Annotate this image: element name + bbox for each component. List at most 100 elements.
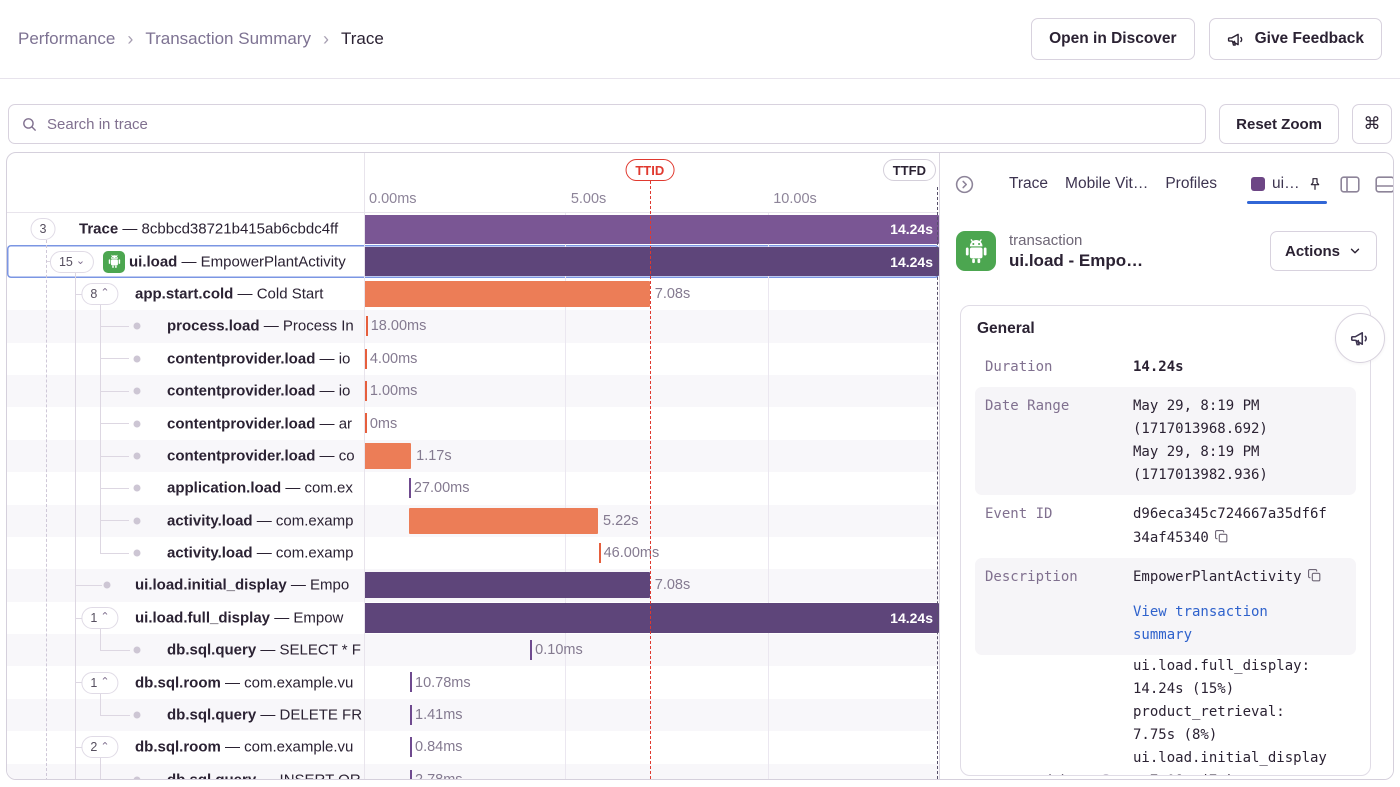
copy-icon[interactable] [1307,568,1322,583]
span-duration: 7.08s [654,577,691,594]
span-bar[interactable] [408,507,599,534]
layout-bottom-icon[interactable] [1374,175,1393,193]
span-row-db.sql.query[interactable]: db.sql.query — SELECT * F 0.10ms [7,634,939,667]
tab-trace[interactable]: Trace [1009,175,1049,192]
ops-breakdown-row: Ops Breakdown ui.load.full_display: 14.2… [975,655,1356,775]
span-duration: 4.00ms [369,350,418,367]
span-label: db.sql.query — INSERT OR [167,771,361,779]
actions-label: Actions [1284,242,1340,260]
span-row-Trace[interactable]: 3 Trace — 8cbbcd38721b415ab6cbdc4ff 14.24s [7,213,939,246]
span-children-badge[interactable]: 1 ⌃ [81,606,119,629]
span-label: contentprovider.load — io [167,382,351,400]
help-icon[interactable] [1098,773,1114,775]
ttid-marker-badge[interactable]: TTID [625,159,675,181]
span-bar[interactable] [410,769,412,779]
span-bullet [133,549,141,557]
layout-sidebar-left-icon[interactable] [1339,175,1360,193]
span-row-application.load[interactable]: application.load — com.ex 27.00ms [7,472,939,505]
span-row-contentprovider.load[interactable]: contentprovider.load — io 4.00ms [7,342,939,375]
span-row-db.sql.query[interactable]: db.sql.query — DELETE FR 1.41ms [7,698,939,732]
span-label: ui.load.full_display — Empow [135,609,344,627]
span-duration: 46.00ms [603,545,660,562]
span-children-badge[interactable]: 15 ⌄ [49,250,95,273]
span-children-badge[interactable]: 2 ⌃ [81,736,119,759]
description-row: Description EmpowerPlantActivity View tr… [975,557,1356,655]
tab-profiles[interactable]: Profiles [1165,175,1218,192]
span-bar[interactable] [410,704,412,725]
span-bar[interactable] [364,572,650,599]
span-bullet [133,355,141,363]
span-duration: 5.22s [603,512,639,529]
breadcrumb-performance[interactable]: Performance [18,29,116,48]
time-tick-0: 0.00ms [369,191,417,207]
pin-icon[interactable] [1307,176,1323,192]
span-row-contentprovider.load[interactable]: contentprovider.load — co 1.17s [7,439,939,473]
open-in-discover-button[interactable]: Open in Discover [1031,18,1195,60]
column-divider[interactable] [364,153,365,779]
span-bar[interactable]: 14.24s [364,603,939,633]
ttfd-marker-badge[interactable]: TTFD [882,159,936,181]
event-id-text: d96eca345c724667a35df6f34af45340 [1133,506,1327,546]
span-bar[interactable] [410,737,412,758]
ops-breakdown-label: Ops Breakdown [985,769,1092,775]
top-bar: Performance › Transaction Summary › Trac… [0,0,1400,79]
duration-row: Duration 14.24s [975,348,1356,387]
span-bar[interactable]: 14.24s [364,246,939,277]
span-bar[interactable] [598,542,601,563]
span-row-db.sql.query[interactable]: db.sql.query — INSERT OR 2.78ms [7,763,939,779]
give-feedback-button[interactable]: Give Feedback [1208,18,1382,60]
event-type-label: transaction [1009,231,1083,249]
span-duration: 14.24s [890,221,933,238]
span-bar[interactable] [364,280,650,307]
tab-mobile-vitals[interactable]: Mobile Vit… [1065,175,1149,192]
span-duration: 14.24s [890,609,933,626]
span-duration: 0.10ms [535,642,583,659]
span-duration: 10.78ms [415,674,471,691]
event-id-value: d96eca345c724667a35df6f34af45340 [1133,503,1333,549]
span-row-db.sql.room[interactable]: 1 ⌃ db.sql.room — com.example.vu 10.78ms [7,666,939,699]
span-row-activity.load[interactable]: activity.load — com.examp 5.22s [7,504,939,537]
span-bar[interactable] [530,640,533,661]
trace-drawer: Trace Mobile Vit… Profiles ui… [939,153,1393,779]
feedback-fab-button[interactable] [1335,313,1385,363]
span-row-contentprovider.load[interactable]: contentprovider.load — ar 0ms [7,407,939,440]
breadcrumb-transaction-summary[interactable]: Transaction Summary [145,29,311,48]
span-row-contentprovider.load[interactable]: contentprovider.load — io 1.00ms [7,374,939,408]
actions-button[interactable]: Actions [1269,231,1377,271]
span-children-badge[interactable]: 1 ⌃ [81,671,119,694]
span-row-activity.load[interactable]: activity.load — com.examp 46.00ms [7,536,939,570]
span-bar[interactable] [410,672,412,693]
span-bar[interactable] [408,478,411,499]
span-row-ui.load.full_display[interactable]: 1 ⌃ ui.load.full_display — Empow 14.24s [7,601,939,635]
span-bar[interactable] [364,442,412,469]
give-feedback-label: Give Feedback [1254,30,1364,47]
shortcuts-button[interactable]: ⌘ [1352,104,1392,144]
span-bullet [133,322,141,330]
span-row-ui.load.initial_display[interactable]: ui.load.initial_display — Empo 7.08s [7,569,939,602]
view-transaction-summary-link[interactable]: View transaction summary [1133,603,1268,643]
copy-icon[interactable] [1214,529,1229,544]
span-row-ui.load[interactable]: 15 ⌄ ui.load — EmpowerPlantActivity 14.24s [7,245,939,278]
span-duration: 0.84ms [415,739,463,756]
span-row-process.load[interactable]: process.load — Process In 18.00ms [7,310,939,343]
span-bar[interactable] [365,316,368,337]
span-children-badge[interactable]: 8 ⌃ [81,282,119,305]
reset-zoom-button[interactable]: Reset Zoom [1219,104,1339,144]
search-icon [21,116,38,133]
span-children-badge[interactable]: 3 [30,218,56,241]
span-bar[interactable] [364,413,367,434]
search-input[interactable] [47,115,1194,133]
span-bar[interactable]: 14.24s [364,214,939,244]
tab-ui-load-pinned[interactable]: ui… [1247,175,1327,204]
date-range-start-ts: (1717013968.692) [1133,421,1268,438]
span-duration: 2.78ms [415,772,463,779]
span-row-app.start.cold[interactable]: 8 ⌃ app.start.cold — Cold Start 7.08s [7,277,939,311]
span-bar[interactable] [364,380,367,401]
date-range-value: May 29, 8:19 PM (1717013968.692) May 29,… [1133,395,1333,487]
span-rows: 3 Trace — 8cbbcd38721b415ab6cbdc4ff 14.24s… [7,213,939,779]
trace-search-bar[interactable] [8,104,1207,144]
expand-drawer-icon[interactable] [954,174,975,195]
span-bar[interactable] [364,348,367,369]
span-row-db.sql.room[interactable]: 2 ⌃ db.sql.room — com.example.vu 0.84ms [7,731,939,764]
span-duration: 1.17s [416,447,452,464]
